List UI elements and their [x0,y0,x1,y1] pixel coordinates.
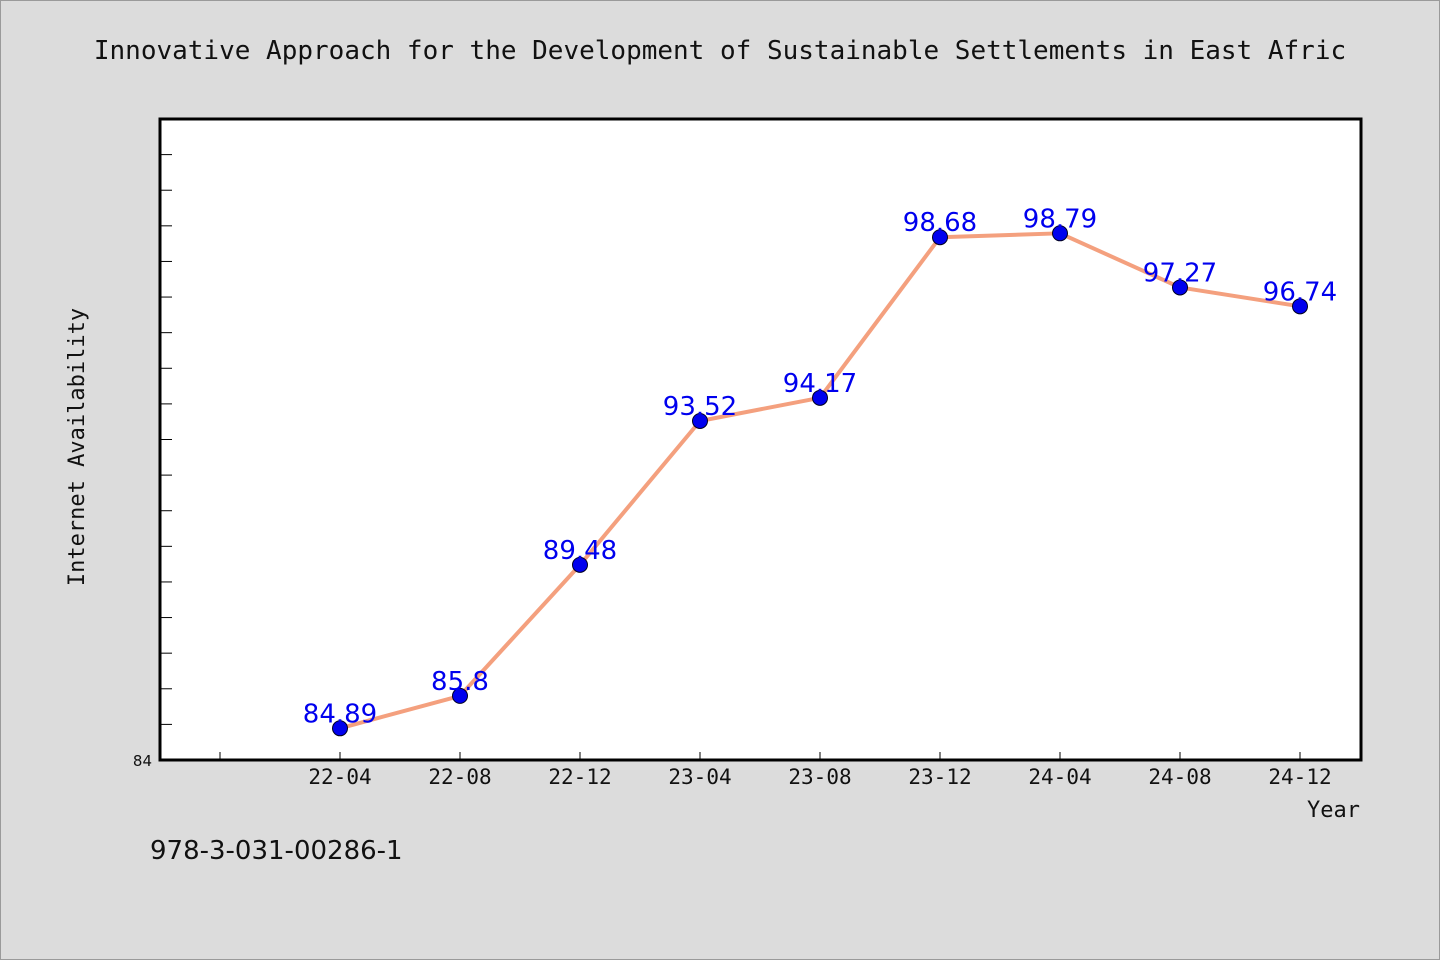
y-axis-ticks [160,154,172,725]
y-tick-label-min: 84 [133,752,152,770]
plot-area [158,117,1363,762]
x-tick-label: 23-04 [668,765,731,789]
x-tick-label: 22-12 [548,765,611,789]
data-label: 94.17 [783,369,857,399]
x-tick-label: 24-12 [1268,765,1331,789]
data-label: 98.68 [903,208,977,238]
data-point [1172,279,1188,296]
series-layer: 84.89 85.8 89.48 93.52 94.17 98.68 98.79 97.27 9… [303,204,1337,737]
chart-title: Innovative Approach for the Development … [93,36,1347,66]
data-point [572,556,588,573]
data-label: 93.52 [663,392,737,422]
data-label: 89.48 [543,536,617,566]
x-tick-label: 24-08 [1148,765,1211,789]
y-axis-label: Internet Availability [65,308,90,586]
data-point [1052,225,1068,242]
data-point [1292,298,1308,315]
isbn-label: 978-3-031-00286-1 [150,836,403,866]
data-label: 84.89 [303,699,377,729]
data-point [932,229,948,246]
data-label: 97.27 [1143,258,1217,288]
x-tick-label: 23-12 [908,765,971,789]
x-tick-label: 22-04 [308,765,371,789]
data-point [812,389,828,406]
data-point [452,687,468,704]
data-point [332,720,348,737]
data-point [692,412,708,429]
x-axis-ticks: 22-04 22-08 22-12 23-04 23-08 23-12 24-04 24-08… [219,752,1332,789]
x-tick-label: 23-08 [788,765,851,789]
data-label: 98.79 [1023,204,1097,234]
x-tick-label: 22-08 [428,765,491,789]
data-label: 85.8 [431,667,489,697]
x-tick-label: 24-04 [1028,765,1091,789]
data-label: 96.74 [1263,277,1337,307]
x-axis-label: Year [1307,798,1360,823]
